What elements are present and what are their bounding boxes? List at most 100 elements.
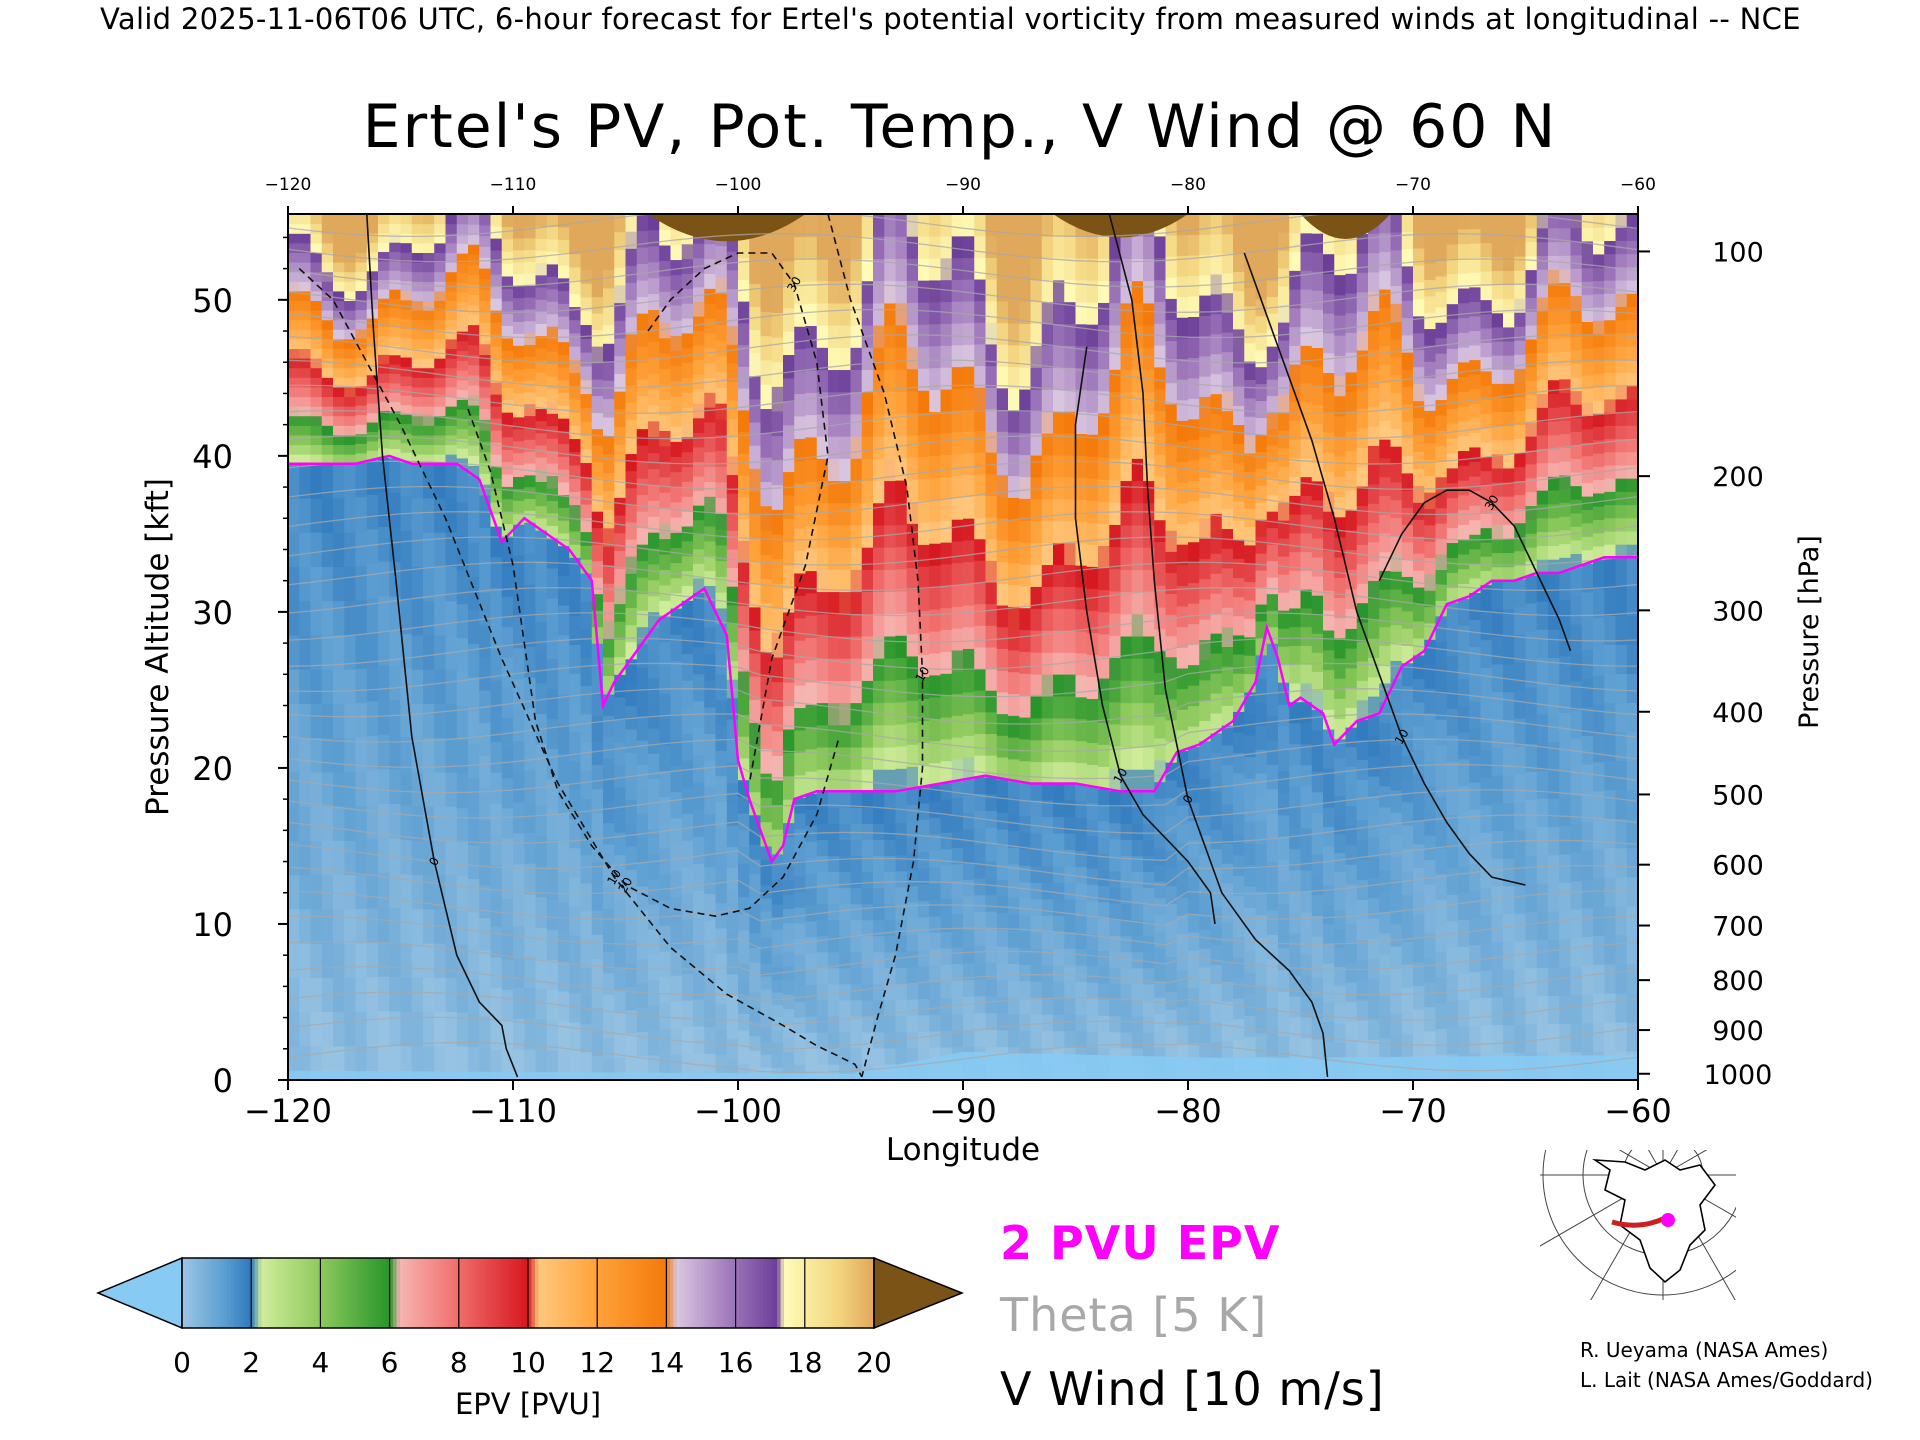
colorbar-tick-label: 14 <box>649 1346 685 1379</box>
v-wind-contour-6 <box>467 408 841 918</box>
v-wind-contour-5 <box>298 268 863 1078</box>
map-section-line <box>1611 1215 1667 1228</box>
pressure-tick-label: 800 <box>1712 966 1764 997</box>
v-wind-contour-label: 10 <box>604 867 624 887</box>
pressure-tick-label: 1000 <box>1704 1060 1773 1091</box>
map-location-marker <box>1661 1213 1675 1227</box>
v-wind-contour-8 <box>827 214 924 1078</box>
theta-contour-line <box>288 334 1638 364</box>
v-wind-contour-2 <box>1074 346 1216 925</box>
epv-overflow-patch <box>1053 214 1188 238</box>
x-top-tick-label: −120 <box>265 175 312 195</box>
y-tick-label: 20 <box>192 750 233 788</box>
y-axis-title: Pressure Altitude [kft] <box>140 478 176 816</box>
x-top-tick-label: −80 <box>1170 175 1206 195</box>
theta-contour-line <box>288 435 1638 465</box>
pv-2pvu-contour <box>288 454 1638 865</box>
theta-contour-line <box>288 283 1638 313</box>
colorbar-tick-label: 20 <box>856 1346 892 1379</box>
theta-contour-line <box>288 384 1638 414</box>
x-top-tick-label: −90 <box>945 175 981 195</box>
theta-contour-line <box>288 890 1638 927</box>
colorbar-tick-label: 2 <box>242 1346 260 1379</box>
y2-axis-title: Pressure [hPa] <box>1794 535 1825 729</box>
epv-colorbar: 0 2 4 6 8 10 12 14 16 18 20 EPV [PVU] <box>96 1256 965 1421</box>
theta-contour-line <box>288 839 1638 886</box>
legend-theta-label: Theta [5 K] <box>1000 1288 1268 1342</box>
theta-contour-line <box>288 915 1638 949</box>
theta-contour-line <box>288 536 1638 566</box>
pressure-tick-label: 400 <box>1712 698 1764 729</box>
x-tick-label: −120 <box>244 1092 332 1130</box>
pressure-tick-label: 500 <box>1712 780 1764 811</box>
v-wind-contour-4 <box>1378 489 1572 652</box>
x-tick-label: −60 <box>1604 1092 1672 1130</box>
colorbar-tick-label: 4 <box>311 1346 329 1379</box>
y-tick-label: 0 <box>213 1062 233 1100</box>
theta-contour-line <box>288 637 1638 671</box>
epv-overflow-patch <box>1300 214 1391 239</box>
x-tick-label: −110 <box>469 1092 557 1130</box>
theta-contour-line <box>288 966 1638 1002</box>
colorbar-tick-label: 18 <box>787 1346 823 1379</box>
v-wind-contour-label: 10 <box>1392 727 1412 747</box>
x-top-tick-label: −110 <box>490 175 537 195</box>
inset-locator-map <box>1540 1150 1736 1300</box>
theta-contour-line <box>288 409 1638 440</box>
theta-contour-line <box>288 940 1638 976</box>
theta-contour-line <box>288 460 1638 490</box>
pressure-tick-label: 200 <box>1712 462 1764 493</box>
credit-line-2: L. Lait (NASA Ames/Goddard) <box>1580 1368 1873 1392</box>
theta-contour-line <box>288 991 1638 1027</box>
map-meridian <box>1662 1150 1708 1176</box>
colorbar-under-arrow <box>96 1256 183 1330</box>
v-wind-contour-label: 30 <box>784 274 804 294</box>
colorbar-tick-label: 0 <box>173 1346 191 1379</box>
x-axis-title: Longitude <box>886 1132 1040 1168</box>
theta-contour-line <box>288 511 1638 541</box>
v-wind-contour-label: 20 <box>616 875 636 895</box>
x-top-tick-label: −60 <box>1620 175 1656 195</box>
v-wind-contour-3 <box>1243 252 1526 886</box>
theta-contour-line <box>288 713 1638 752</box>
theta-contour-line <box>288 233 1638 263</box>
theta-contour-line <box>288 789 1638 834</box>
theta-contour-line <box>288 814 1638 861</box>
credit-line-1: R. Ueyama (NASA Ames) <box>1580 1338 1829 1362</box>
valid-time-header: Valid 2025-11-06T06 UTC, 6-hour forecast… <box>100 2 1801 36</box>
colorbar-tick-label: 12 <box>579 1346 615 1379</box>
pressure-tick-label: 300 <box>1712 596 1764 627</box>
colorbar-tick-label: 16 <box>718 1346 754 1379</box>
map-meridian <box>1618 1150 1664 1176</box>
x-tick-label: −100 <box>694 1092 782 1130</box>
pressure-tick-label: 100 <box>1712 237 1764 268</box>
theta-contour-line <box>288 864 1638 907</box>
theta-contour-line <box>288 1041 1638 1074</box>
colorbar-tick-label: 8 <box>450 1346 468 1379</box>
legend-pv-label: 2 PVU EPV <box>1000 1216 1281 1270</box>
x-top-tick-label: −70 <box>1395 175 1431 195</box>
v-wind-contour-label: 10 <box>1111 766 1131 786</box>
colorbar-tick-label: 6 <box>381 1346 399 1379</box>
theta-contour-line <box>288 1016 1638 1050</box>
chart-title: Ertel's PV, Pot. Temp., V Wind @ 60 N <box>362 92 1558 162</box>
theta-contour-line <box>288 308 1638 339</box>
pressure-tick-label: 700 <box>1712 912 1764 943</box>
v-wind-contour-7 <box>647 252 829 784</box>
y-tick-label: 10 <box>192 906 233 944</box>
x-top-tick-label: −100 <box>715 175 762 195</box>
colorbar-over-arrow <box>873 1256 965 1330</box>
pressure-tick-label: 600 <box>1712 851 1764 882</box>
v-wind-contour-label: 30 <box>1482 493 1502 513</box>
y-tick-label: 40 <box>192 438 233 476</box>
theta-contour-line <box>288 612 1638 643</box>
theta-contour-line <box>288 738 1638 780</box>
theta-contour-line <box>288 688 1638 725</box>
colorbar-title: EPV [PVU] <box>455 1387 601 1421</box>
theta-contour-line <box>288 359 1638 389</box>
x-tick-label: −80 <box>1154 1092 1222 1130</box>
legend-wind-label: V Wind [10 m/s] <box>1000 1362 1385 1416</box>
pressure-tick-label: 900 <box>1712 1016 1764 1047</box>
